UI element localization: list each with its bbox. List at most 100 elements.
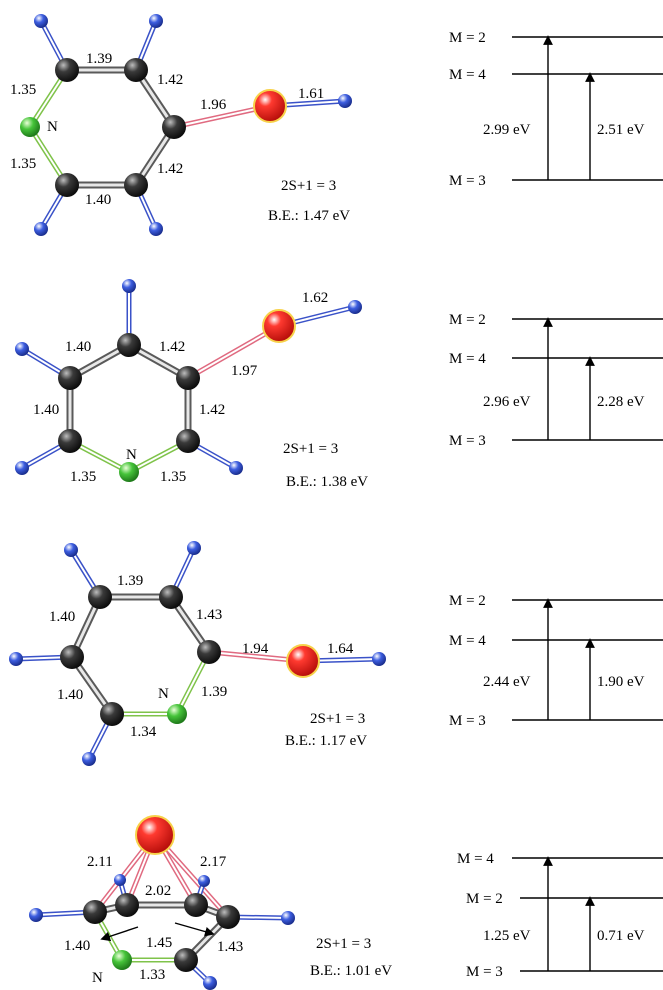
ring-arrow bbox=[174, 922, 215, 937]
hydrogen-atom bbox=[281, 911, 295, 925]
carbon-atom bbox=[124, 173, 148, 197]
transition-energy: 2.28 eV bbox=[597, 394, 645, 410]
nitrogen-atom bbox=[167, 704, 187, 724]
carbon-atom bbox=[124, 58, 148, 82]
oxygen-atom bbox=[253, 89, 287, 123]
oxygen-atom bbox=[262, 309, 296, 343]
molecule-2: 1.62 1.40 1.42 1.97 1.40 1.42 1.35 1.35 … bbox=[15, 279, 362, 485]
transition-energy: 1.25 eV bbox=[483, 928, 531, 944]
spin-multiplicity: 2S+1 = 3 bbox=[281, 178, 336, 194]
panel-4: 2.11 2.17 2.02 1.45 1.40 1.43 1.33 N 2S+… bbox=[29, 815, 663, 990]
bond-length-label: 1.42 bbox=[157, 161, 183, 177]
nitrogen-label: N bbox=[47, 119, 58, 135]
spin-multiplicity: 2S+1 = 3 bbox=[310, 711, 365, 727]
binding-energy: B.E.: 1.01 eV bbox=[310, 963, 392, 979]
molecule-4: 2.11 2.17 2.02 1.45 1.40 1.43 1.33 N bbox=[29, 815, 295, 990]
hydrogen-atom bbox=[29, 908, 43, 922]
carbon-atom bbox=[197, 640, 221, 664]
hydrogen-atom bbox=[114, 874, 126, 886]
bond-length-label: 2.02 bbox=[145, 883, 171, 899]
transition-energy: 2.44 eV bbox=[483, 674, 531, 690]
hydrogen-atom bbox=[149, 14, 163, 28]
level-label: M = 4 bbox=[449, 633, 486, 649]
bond-length-label: 1.40 bbox=[85, 192, 111, 208]
bond-length-label: 1.39 bbox=[117, 573, 143, 589]
bond-length-label: 1.35 bbox=[70, 469, 96, 485]
hydrogen-atom bbox=[187, 541, 201, 555]
spin-multiplicity: 2S+1 = 3 bbox=[316, 936, 371, 952]
carbon-atom bbox=[60, 645, 84, 669]
bond-length-label: 1.35 bbox=[160, 469, 186, 485]
panel-1: 1.39 1.35 1.42 1.96 1.61 1.35 1.42 1.40 … bbox=[10, 14, 663, 236]
bond-length-label: 1.42 bbox=[159, 339, 185, 355]
hydrogen-atom bbox=[203, 976, 217, 990]
nitrogen-atom bbox=[119, 462, 139, 482]
carbon-atom bbox=[115, 893, 139, 917]
bond-length-label: 1.61 bbox=[298, 86, 324, 102]
level-label: M = 2 bbox=[449, 30, 486, 46]
carbon-atom bbox=[216, 905, 240, 929]
carbon-atom bbox=[88, 585, 112, 609]
carbon-atom bbox=[117, 333, 141, 357]
oxygen-atom bbox=[135, 815, 175, 855]
bond-length-label: 2.17 bbox=[200, 854, 227, 870]
hydrogen-atom bbox=[229, 461, 243, 475]
carbon-atom bbox=[162, 115, 186, 139]
bond-length-label: 1.34 bbox=[130, 724, 157, 740]
level-label: M = 3 bbox=[449, 173, 486, 189]
transition-energy: 0.71 eV bbox=[597, 928, 645, 944]
carbon-atom bbox=[176, 429, 200, 453]
hydrogen-atom bbox=[15, 461, 29, 475]
level-label: M = 2 bbox=[449, 593, 486, 609]
nitrogen-label: N bbox=[92, 970, 103, 986]
transition-energy: 2.96 eV bbox=[483, 394, 531, 410]
hydrogen-atom bbox=[338, 94, 352, 108]
panel-3: 1.39 1.40 1.43 1.94 1.64 1.40 1.39 1.34 … bbox=[9, 541, 663, 766]
bond-length-label: 1.45 bbox=[146, 935, 172, 951]
bond-length-label: 1.40 bbox=[49, 609, 75, 625]
bond-length-label: 1.43 bbox=[196, 607, 222, 623]
bond-length-label: 1.64 bbox=[327, 641, 354, 657]
level-label: M = 2 bbox=[466, 891, 503, 907]
carbon-atom bbox=[176, 366, 200, 390]
bond-length-label: 1.33 bbox=[139, 967, 165, 983]
hydrogen-atom bbox=[198, 875, 210, 887]
level-label: M = 2 bbox=[449, 312, 486, 328]
hydrogen-atom bbox=[9, 652, 23, 666]
carbon-atom bbox=[58, 429, 82, 453]
carbon-atom bbox=[174, 948, 198, 972]
molecule-3: 1.39 1.40 1.43 1.94 1.64 1.40 1.39 1.34 … bbox=[9, 541, 386, 766]
nitrogen-atom bbox=[112, 950, 132, 970]
bond-length-label: 1.62 bbox=[302, 290, 328, 306]
level-label: M = 4 bbox=[457, 851, 494, 867]
bond-length-label: 1.94 bbox=[242, 641, 269, 657]
hydrogen-atom bbox=[82, 752, 96, 766]
carbon-atom bbox=[55, 173, 79, 197]
bond-length-label: 1.42 bbox=[199, 402, 225, 418]
binding-energy: B.E.: 1.38 eV bbox=[286, 474, 368, 490]
bond-length-label: 1.97 bbox=[231, 363, 258, 379]
hydrogen-atom bbox=[149, 222, 163, 236]
panel-2: 1.62 1.40 1.42 1.97 1.40 1.42 1.35 1.35 … bbox=[15, 279, 663, 490]
spin-multiplicity: 2S+1 = 3 bbox=[283, 441, 338, 457]
binding-energy: B.E.: 1.17 eV bbox=[285, 733, 367, 749]
binding-energy: B.E.: 1.47 eV bbox=[268, 208, 350, 224]
bond-length-label: 2.11 bbox=[87, 854, 113, 870]
bond-length-label: 1.35 bbox=[10, 82, 36, 98]
bond-length-label: 1.40 bbox=[57, 687, 83, 703]
hydrogen-atom bbox=[15, 342, 29, 356]
carbon-atom bbox=[55, 58, 79, 82]
carbon-atom bbox=[159, 585, 183, 609]
level-label: M = 3 bbox=[466, 964, 503, 980]
level-label: M = 3 bbox=[449, 713, 486, 729]
hydrogen-atom bbox=[372, 652, 386, 666]
nitrogen-label: N bbox=[126, 447, 137, 463]
bond-length-label: 1.42 bbox=[157, 72, 183, 88]
hydrogen-atom bbox=[64, 543, 78, 557]
bond-length-label: 1.39 bbox=[86, 51, 112, 67]
oxygen-atom bbox=[286, 644, 320, 678]
carbon-atom bbox=[83, 900, 107, 924]
bond-length-label: 1.43 bbox=[217, 939, 243, 955]
level-label: M = 4 bbox=[449, 351, 486, 367]
